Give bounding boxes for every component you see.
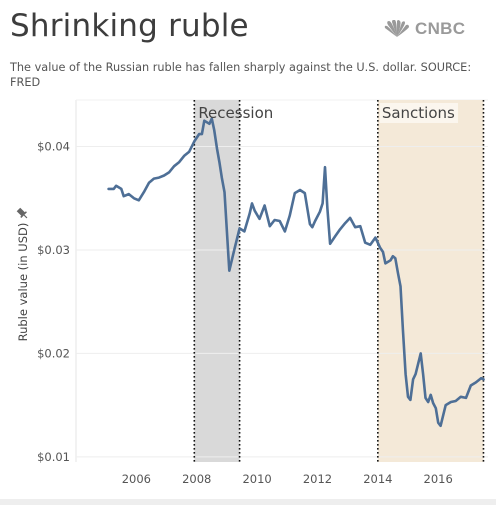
- cnbc-logo: CNBC: [384, 19, 465, 39]
- footer-band: [0, 499, 496, 505]
- x-tick-label: 2010: [242, 472, 271, 486]
- y-tick-label: $0.01: [37, 450, 70, 464]
- y-axis-title-group: Ruble value (in USD): [16, 223, 30, 342]
- x-tick-label: 2006: [122, 472, 151, 486]
- x-tick-label: 2008: [182, 472, 211, 486]
- x-tick-label: 2016: [424, 472, 453, 486]
- y-axis-title: Ruble value (in USD): [16, 223, 30, 342]
- logo-text: CNBC: [415, 19, 466, 38]
- x-tick-label: 2012: [303, 472, 332, 486]
- y-tick-label: $0.02: [37, 346, 70, 360]
- band-label-sanctions: Sanctions: [382, 104, 455, 122]
- band-label-background: [379, 103, 459, 123]
- y-tick-label: $0.04: [37, 140, 70, 154]
- series-line-ruble: [107, 117, 485, 428]
- pin-icon: [16, 207, 28, 219]
- chart-subtitle: The value of the Russian ruble has falle…: [10, 61, 472, 89]
- x-tick-label: 2014: [363, 472, 392, 486]
- y-tick-label: $0.03: [37, 243, 70, 257]
- band-sanctions: [377, 100, 484, 462]
- nbc-peacock-icon: [384, 20, 409, 37]
- band-recession: [194, 100, 240, 462]
- band-label-recession: Recession: [198, 104, 273, 122]
- chart-title: Shrinking ruble: [10, 8, 249, 44]
